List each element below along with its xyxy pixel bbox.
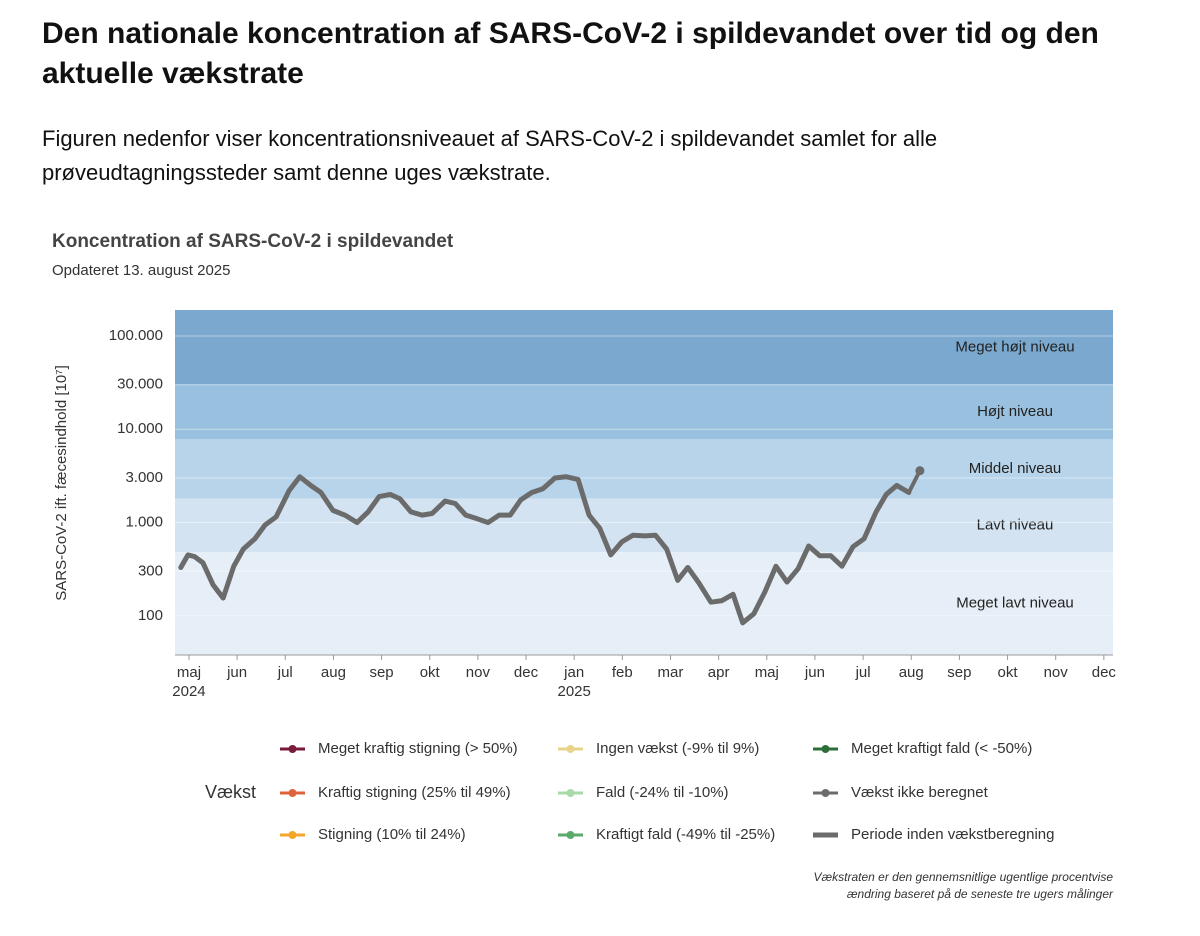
level-band (175, 439, 1113, 499)
y-tick-label: 10.000 (117, 420, 163, 437)
x-year-label: 2024 (172, 683, 205, 700)
header: Den nationale koncentration af SARS-CoV-… (42, 14, 1162, 190)
level-band (175, 498, 1113, 553)
x-tick-label: maj (755, 664, 779, 681)
y-tick-label: 100.000 (109, 327, 163, 344)
x-tick-label: jul (855, 664, 871, 681)
y-tick-label: 100 (138, 607, 163, 624)
page-title: Den nationale koncentration af SARS-CoV-… (42, 17, 1099, 90)
legend-label: Meget kraftigt fald (< -50%) (851, 740, 1032, 757)
legend-dot (566, 831, 575, 839)
band-label: Meget lavt niveau (956, 595, 1074, 612)
legend-label: Kraftigt fald (-49% til -25%) (596, 826, 775, 843)
x-tick-label: aug (321, 664, 346, 681)
line (178, 474, 912, 626)
note: ændring baseret på de seneste tre ugers … (847, 887, 1114, 901)
legend-dot (288, 789, 297, 797)
x-tick-label: okt (420, 664, 441, 681)
y-tick-label: 1.000 (125, 514, 163, 531)
x-tick-label: jan (563, 664, 584, 681)
x-tick-label: jun (804, 664, 825, 681)
band-label: Lavt niveau (977, 516, 1054, 533)
y-tick-label: 300 (138, 562, 163, 579)
note: Vækstraten er den gennemsnitlige ugentli… (813, 870, 1113, 884)
x-tick-label: maj (177, 664, 201, 681)
x-tick-label: mar (658, 664, 684, 681)
legend-label: Fald (-24% til -10%) (596, 784, 729, 801)
chart-title: Koncentration af SARS-CoV-2 i spildevand… (52, 231, 454, 252)
x-tick-label: nov (466, 664, 491, 681)
legend-dot (566, 745, 575, 753)
y-tick-label: 30.000 (117, 376, 163, 393)
point (915, 466, 925, 476)
x-tick-label: aug (899, 664, 924, 681)
x-tick-label: sep (947, 664, 971, 681)
legend-label: Ingen vækst (-9% til 9%) (596, 740, 759, 757)
x-year-label: 2025 (557, 683, 590, 700)
legend-label: Periode inden vækstberegning (851, 826, 1054, 843)
legend-dot (288, 745, 297, 753)
legend-label: Kraftig stigning (25% til 49%) (318, 784, 511, 801)
page-description: Figuren nedenfor viser koncentrationsniv… (42, 126, 938, 185)
legend-label: Meget kraftig stigning (> 50%) (318, 740, 518, 757)
band-label: Meget højt niveau (955, 338, 1074, 355)
legend-label: Stigning (10% til 24%) (318, 826, 466, 843)
x-tick-label: apr (708, 664, 730, 681)
x-tick-label: okt (998, 664, 1019, 681)
legend-label: Vækst ikke beregnet (851, 784, 989, 801)
chart-subtitle: Opdateret 13. august 2025 (52, 262, 230, 279)
level-band (175, 310, 1113, 385)
legend-dot (821, 745, 830, 753)
level-band (175, 552, 1113, 655)
x-tick-label: feb (612, 664, 633, 681)
x-tick-label: nov (1044, 664, 1069, 681)
band-label: Højt niveau (977, 403, 1053, 420)
legend-dot (566, 789, 575, 797)
legend-title: Vækst (205, 782, 256, 802)
band-label: Middel niveau (969, 460, 1062, 477)
x-tick-label: dec (514, 664, 539, 681)
legend-dot (821, 789, 830, 797)
x-tick-label: jul (277, 664, 293, 681)
y-axis-label: SARS-CoV-2 ift. fæcesindhold [10⁷] (53, 365, 70, 601)
x-tick-label: dec (1092, 664, 1117, 681)
level-band (175, 384, 1113, 440)
y-tick-label: 3.000 (125, 469, 163, 486)
x-tick-label: jun (226, 664, 247, 681)
legend-dot (288, 831, 297, 839)
x-tick-label: sep (369, 664, 393, 681)
